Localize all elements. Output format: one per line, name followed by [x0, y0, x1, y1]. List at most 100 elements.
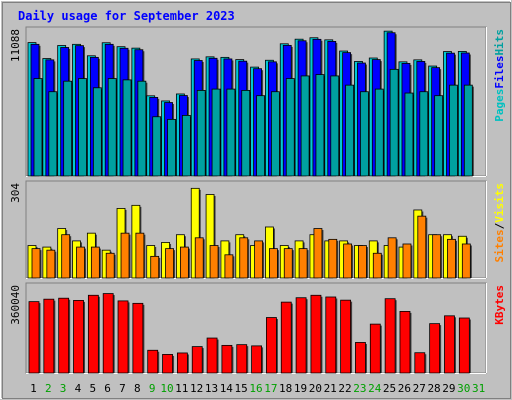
- x-tick-day-7: 7: [119, 382, 126, 395]
- bar-sites-day-19: [298, 248, 308, 279]
- bar-sites-day-29: [447, 238, 456, 279]
- y-max-label: 11088: [9, 29, 22, 62]
- x-tick-day-26: 26: [398, 382, 411, 395]
- y-max-label: 360040: [9, 285, 22, 325]
- bar-pages-day-26: [404, 92, 414, 177]
- bar-kbytes-day-23: [355, 342, 366, 374]
- bar-sites-day-26: [402, 243, 412, 279]
- bar-pages-day-3: [63, 80, 73, 177]
- bar-sites-day-3: [61, 234, 71, 279]
- bar-pages-day-14: [226, 88, 236, 177]
- x-tick-day-16: 16: [249, 382, 262, 395]
- bar-kbytes-day-5: [87, 294, 99, 374]
- bar-pages-day-22: [345, 84, 355, 177]
- bar-pages-day-19: [300, 75, 310, 177]
- bar-kbytes-day-30: [458, 317, 470, 374]
- bar-sites-day-17: [269, 248, 278, 279]
- bar-kbytes-day-22: [340, 299, 352, 374]
- bar-sites-day-13: [209, 245, 219, 279]
- legend-entry: Visits: [493, 183, 506, 223]
- bar-pages-day-12: [196, 90, 206, 177]
- bar-kbytes-day-16: [251, 345, 262, 374]
- x-tick-day-31: 31: [472, 382, 485, 395]
- bar-sites-day-27: [417, 215, 427, 279]
- legend-entry: Files: [493, 56, 506, 89]
- bar-kbytes-day-4: [73, 300, 84, 374]
- bar-sites-day-5: [90, 246, 100, 279]
- bar-kbytes-day-13: [206, 337, 218, 374]
- bar-pages-day-13: [211, 88, 221, 177]
- bar-kbytes-day-15: [236, 344, 248, 374]
- bar-pages-day-30: [463, 84, 473, 177]
- bar-kbytes-day-2: [43, 298, 55, 374]
- bar-kbytes-day-18: [280, 301, 292, 374]
- bar-kbytes-day-26: [399, 311, 411, 374]
- bar-pages-day-10: [167, 118, 176, 177]
- bar-pages-day-20: [315, 74, 325, 177]
- bar-sites-day-7: [120, 232, 130, 279]
- x-tick-day-10: 10: [160, 382, 173, 395]
- x-tick-day-13: 13: [205, 382, 218, 395]
- x-tick-day-23: 23: [353, 382, 366, 395]
- bar-pages-day-1: [33, 78, 43, 177]
- x-tick-day-27: 27: [413, 382, 426, 395]
- bar-sites-day-24: [372, 252, 382, 279]
- bar-kbytes-day-1: [28, 301, 40, 374]
- x-tick-day-4: 4: [75, 382, 82, 395]
- bar-sites-day-10: [165, 248, 174, 279]
- legend-entry: Sites: [493, 229, 506, 262]
- x-tick-day-25: 25: [383, 382, 396, 395]
- bar-kbytes-day-7: [117, 300, 129, 374]
- bar-kbytes-day-20: [310, 294, 322, 374]
- x-tick-day-17: 17: [264, 382, 277, 395]
- bar-pages-day-28: [434, 95, 444, 177]
- bar-pages-day-17: [271, 91, 280, 177]
- bar-pages-day-23: [360, 91, 369, 177]
- x-tick-day-11: 11: [175, 382, 188, 395]
- bar-pages-day-2: [48, 91, 58, 177]
- bar-pages-day-15: [241, 90, 251, 177]
- bar-sites-day-21: [328, 238, 338, 279]
- legend-hits: PagesFilesHits: [493, 29, 506, 122]
- bar-sites-day-22: [343, 243, 353, 279]
- bar-sites-day-16: [254, 240, 263, 279]
- bar-pages-day-27: [419, 91, 429, 177]
- bar-sites-day-1: [31, 248, 41, 279]
- bar-kbytes-day-28: [429, 323, 441, 374]
- y-max-label: 304: [9, 183, 22, 203]
- bar-sites-day-12: [194, 237, 204, 279]
- chart-panels: 11088 PagesFilesHits 304 Sites/Visits 360040…: [9, 26, 506, 374]
- legend-visits: Sites/Visits: [493, 183, 506, 263]
- bar-sites-day-2: [46, 249, 56, 279]
- bar-pages-day-21: [330, 75, 340, 177]
- bar-kbytes-day-24: [369, 323, 381, 374]
- bar-sites-day-28: [432, 234, 442, 279]
- legend-entry: /: [493, 222, 506, 229]
- bar-kbytes-day-19: [295, 297, 307, 374]
- bar-pages-day-24: [374, 88, 384, 177]
- bar-kbytes-day-27: [414, 352, 426, 374]
- bar-kbytes-day-25: [384, 298, 396, 374]
- bar-kbytes-day-10: [162, 354, 173, 374]
- x-tick-day-18: 18: [279, 382, 292, 395]
- x-tick-day-15: 15: [235, 382, 248, 395]
- x-tick-day-28: 28: [427, 382, 440, 395]
- bar-kbytes-day-11: [176, 352, 188, 374]
- panel-visits: 304 Sites/Visits: [9, 180, 506, 279]
- bar-pages-day-5: [92, 87, 102, 177]
- bar-sites-day-30: [461, 243, 471, 279]
- bar-pages-day-18: [285, 78, 295, 177]
- x-tick-day-29: 29: [442, 382, 455, 395]
- bar-sites-day-15: [239, 237, 249, 279]
- x-tick-day-6: 6: [104, 382, 111, 395]
- panel-hits: 11088 PagesFilesHits: [9, 26, 506, 177]
- x-tick-day-14: 14: [220, 382, 234, 395]
- bar-sites-day-6: [105, 252, 115, 279]
- panel-kbytes: 360040 KBytes: [9, 282, 506, 374]
- bar-kbytes-day-29: [444, 315, 455, 374]
- bar-kbytes-day-9: [147, 349, 159, 374]
- bar-pages-day-11: [181, 115, 191, 177]
- bar-sites-day-9: [150, 255, 160, 279]
- x-tick-day-24: 24: [368, 382, 382, 395]
